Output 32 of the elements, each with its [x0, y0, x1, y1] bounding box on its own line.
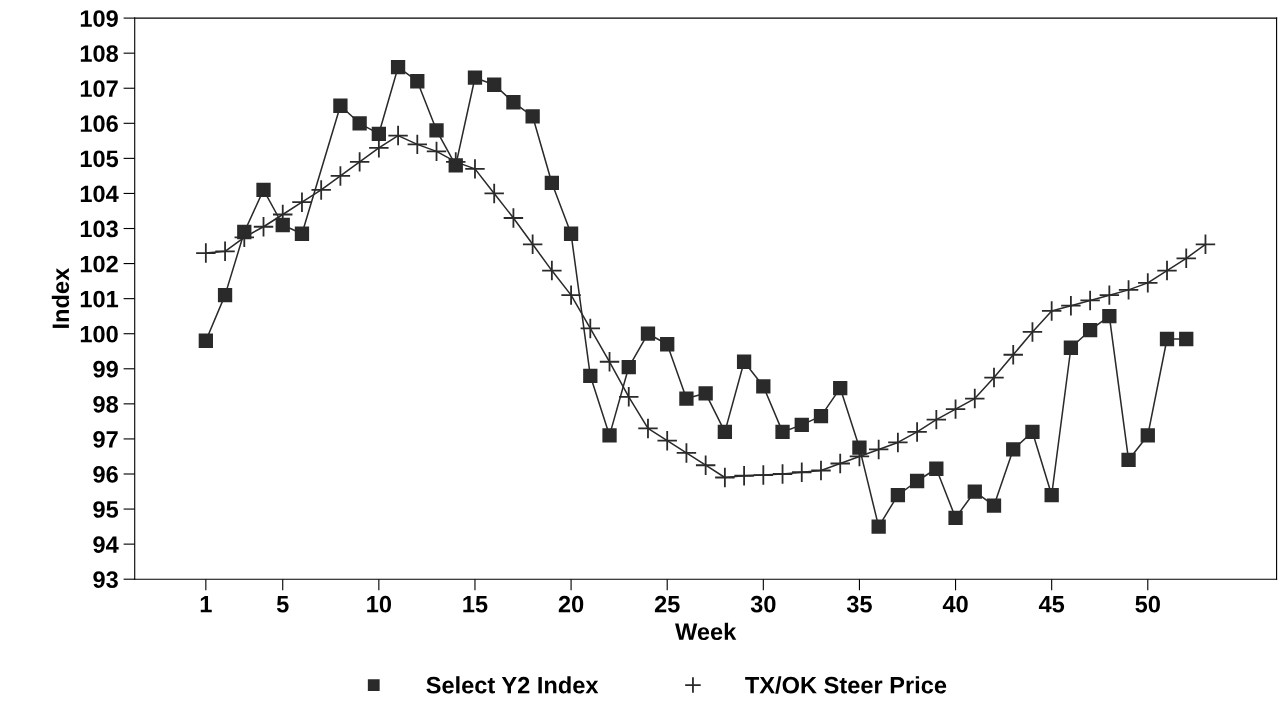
x-axis-title: Week: [675, 622, 737, 641]
y-tick-label: 94: [93, 536, 119, 553]
y-tick-label: 106: [80, 115, 118, 133]
y-tick-label: 105: [80, 150, 119, 168]
y-tick-label: 99: [93, 360, 118, 378]
x-tick-label: 50: [1135, 595, 1160, 613]
x-tick-label: 10: [367, 595, 392, 613]
x-tick-label: 1: [200, 596, 212, 613]
legend-label: TX/OK Steer Price: [745, 676, 947, 694]
y-tick-label: 108: [80, 45, 119, 62]
x-tick-label: 15: [463, 596, 488, 613]
y-tick-label: 107: [80, 80, 118, 98]
y-tick-label: 104: [80, 185, 119, 203]
x-tick-label: 45: [1038, 596, 1065, 613]
y-tick-label: 93: [93, 571, 118, 589]
y-tick-label: 97: [93, 430, 118, 448]
x-tick-label: 25: [654, 595, 680, 613]
x-tick-label: 30: [750, 595, 776, 613]
legend-label: Select Y2 Index: [426, 676, 599, 694]
y-tick-label: 101: [80, 290, 119, 308]
x-tick-label: 35: [846, 595, 872, 613]
y-tick-label: 95: [93, 501, 119, 518]
y-tick-label: 96: [93, 466, 118, 483]
y-tick-label: 102: [80, 255, 118, 273]
y-tick-label: 100: [80, 325, 118, 343]
y-tick-label: 103: [80, 220, 118, 238]
x-tick-label: 20: [558, 595, 584, 613]
y-tick-label: 98: [93, 395, 119, 413]
y-axis-title: Index: [51, 267, 70, 328]
x-tick-label: 5: [276, 596, 289, 613]
y-tick-label: 109: [80, 10, 118, 27]
x-tick-label: 40: [942, 595, 968, 613]
